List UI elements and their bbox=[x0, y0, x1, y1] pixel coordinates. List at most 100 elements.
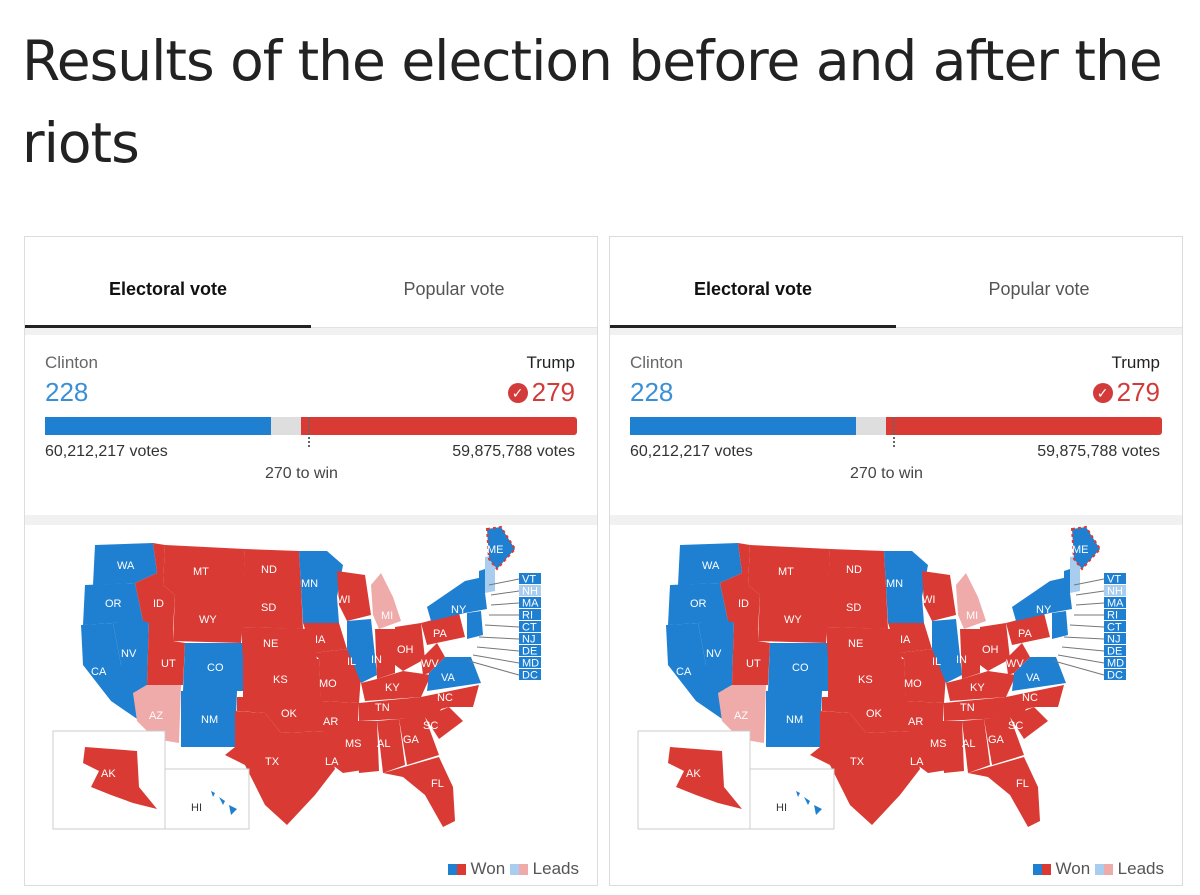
state-mn[interactable] bbox=[299, 551, 343, 623]
state-wy[interactable] bbox=[758, 595, 828, 643]
small-state-box-ri[interactable] bbox=[519, 609, 541, 620]
tab-electoral-vote[interactable]: Electoral vote bbox=[610, 237, 896, 328]
state-ne[interactable] bbox=[241, 627, 317, 659]
state-mo[interactable] bbox=[313, 649, 361, 703]
state-in[interactable] bbox=[375, 629, 395, 679]
state-ny[interactable] bbox=[427, 577, 487, 621]
state-ia[interactable] bbox=[303, 623, 347, 653]
state-ny[interactable] bbox=[1012, 577, 1072, 621]
state-mi[interactable] bbox=[371, 573, 401, 629]
state-nv[interactable] bbox=[698, 619, 734, 693]
small-state-box-ct[interactable] bbox=[1104, 621, 1126, 632]
state-ak[interactable] bbox=[668, 747, 742, 809]
state-sd[interactable] bbox=[241, 587, 303, 629]
state-nc[interactable] bbox=[421, 685, 479, 711]
state-ks[interactable] bbox=[828, 659, 906, 697]
state-fl[interactable] bbox=[968, 757, 1040, 827]
state-co[interactable] bbox=[183, 643, 243, 691]
state-tn[interactable] bbox=[944, 697, 1030, 721]
state-ar[interactable] bbox=[906, 701, 944, 739]
state-mt[interactable] bbox=[748, 545, 830, 595]
state-nd[interactable] bbox=[243, 549, 301, 587]
state-ut[interactable] bbox=[147, 619, 185, 685]
state-hi[interactable] bbox=[796, 791, 822, 815]
state-az[interactable] bbox=[718, 685, 766, 743]
state-il[interactable] bbox=[932, 619, 962, 683]
small-state-box-nh[interactable] bbox=[1104, 585, 1126, 596]
state-nm[interactable] bbox=[766, 691, 822, 747]
state-ok[interactable] bbox=[237, 697, 325, 733]
state-mi[interactable] bbox=[956, 573, 986, 629]
state-ms[interactable] bbox=[942, 721, 964, 773]
state-nc[interactable] bbox=[1006, 685, 1064, 711]
state-wv[interactable] bbox=[1006, 643, 1030, 675]
state-ia[interactable] bbox=[888, 623, 932, 653]
state-va[interactable] bbox=[1012, 657, 1066, 691]
state-ms[interactable] bbox=[357, 721, 379, 773]
small-state-box-ct[interactable] bbox=[519, 621, 541, 632]
state-va[interactable] bbox=[427, 657, 481, 691]
state-or[interactable] bbox=[668, 583, 728, 625]
state-nd[interactable] bbox=[828, 549, 886, 587]
state-mo[interactable] bbox=[898, 649, 946, 703]
state-ne[interactable] bbox=[826, 627, 902, 659]
state-id[interactable] bbox=[720, 543, 760, 629]
state-nj[interactable] bbox=[467, 611, 483, 639]
small-state-box-md[interactable] bbox=[1104, 657, 1126, 668]
state-or[interactable] bbox=[83, 583, 143, 625]
small-state-box-vt[interactable] bbox=[519, 573, 541, 584]
state-vt[interactable] bbox=[479, 569, 485, 593]
small-state-box-ma[interactable] bbox=[1104, 597, 1126, 608]
tab-electoral-vote[interactable]: Electoral vote bbox=[25, 237, 311, 328]
state-al[interactable] bbox=[377, 719, 405, 773]
state-az[interactable] bbox=[133, 685, 181, 743]
state-mn[interactable] bbox=[884, 551, 928, 623]
state-fl[interactable] bbox=[383, 757, 455, 827]
small-state-box-ma[interactable] bbox=[519, 597, 541, 608]
small-state-box-nj[interactable] bbox=[519, 633, 541, 644]
state-oh[interactable] bbox=[980, 623, 1010, 671]
state-tx[interactable] bbox=[225, 711, 335, 825]
state-me[interactable] bbox=[487, 527, 515, 569]
small-state-box-nj[interactable] bbox=[1104, 633, 1126, 644]
state-wv[interactable] bbox=[421, 643, 445, 675]
state-co[interactable] bbox=[768, 643, 828, 691]
state-tx[interactable] bbox=[810, 711, 920, 825]
state-nv[interactable] bbox=[113, 619, 149, 693]
state-sc[interactable] bbox=[425, 707, 463, 739]
state-ut[interactable] bbox=[732, 619, 770, 685]
state-sc[interactable] bbox=[1010, 707, 1048, 739]
state-vt[interactable] bbox=[1064, 569, 1070, 593]
state-me[interactable] bbox=[1072, 527, 1100, 569]
small-state-box-de[interactable] bbox=[1104, 645, 1126, 656]
state-ga[interactable] bbox=[399, 717, 439, 765]
state-wa[interactable] bbox=[93, 543, 157, 585]
state-ga[interactable] bbox=[984, 717, 1024, 765]
state-nm[interactable] bbox=[181, 691, 237, 747]
state-tn[interactable] bbox=[359, 697, 445, 721]
state-ar[interactable] bbox=[321, 701, 359, 739]
state-mt[interactable] bbox=[163, 545, 245, 595]
state-nj[interactable] bbox=[1052, 611, 1068, 639]
state-sd[interactable] bbox=[826, 587, 888, 629]
small-state-box-ri[interactable] bbox=[1104, 609, 1126, 620]
small-state-box-dc[interactable] bbox=[1104, 669, 1126, 680]
state-al[interactable] bbox=[962, 719, 990, 773]
small-state-box-de[interactable] bbox=[519, 645, 541, 656]
state-in[interactable] bbox=[960, 629, 980, 679]
state-id[interactable] bbox=[135, 543, 175, 629]
small-state-box-dc[interactable] bbox=[519, 669, 541, 680]
state-pa[interactable] bbox=[1006, 613, 1050, 645]
tab-popular-vote[interactable]: Popular vote bbox=[988, 279, 1090, 299]
state-wi[interactable] bbox=[337, 571, 371, 621]
state-il[interactable] bbox=[347, 619, 377, 683]
state-wi[interactable] bbox=[922, 571, 956, 621]
state-wa[interactable] bbox=[678, 543, 742, 585]
state-ak[interactable] bbox=[83, 747, 157, 809]
state-hi[interactable] bbox=[211, 791, 237, 815]
state-ky[interactable] bbox=[946, 671, 1016, 701]
small-state-box-vt[interactable] bbox=[1104, 573, 1126, 584]
state-ky[interactable] bbox=[361, 671, 431, 701]
tab-popular-vote[interactable]: Popular vote bbox=[403, 279, 505, 299]
small-state-box-nh[interactable] bbox=[519, 585, 541, 596]
